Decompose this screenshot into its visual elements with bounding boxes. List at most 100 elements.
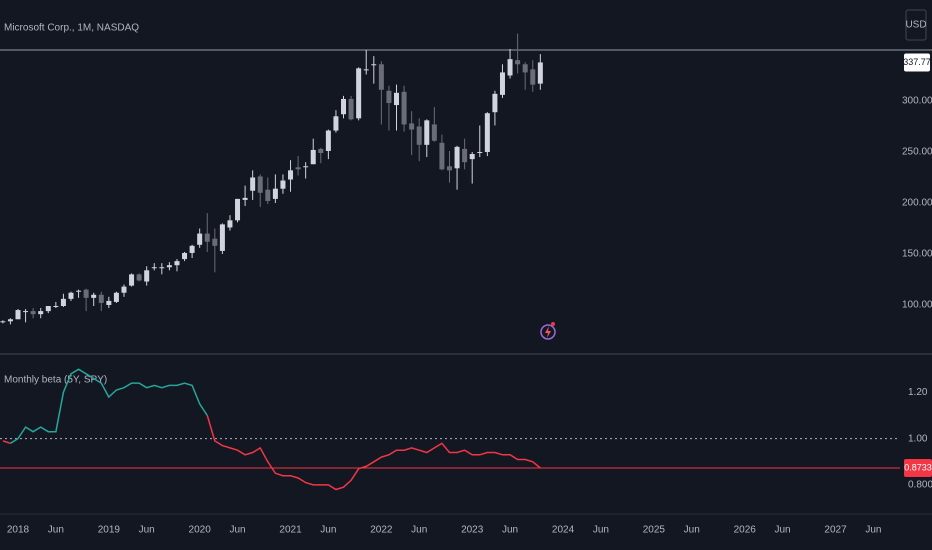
candle-body xyxy=(477,151,483,153)
time-tick-label: 2026 xyxy=(734,525,757,536)
time-tick-label: 2021 xyxy=(279,525,302,536)
time-tick-label: 2020 xyxy=(189,525,212,536)
time-tick-label: Jun xyxy=(775,525,791,536)
candle-body xyxy=(333,116,339,131)
candle-body xyxy=(227,220,233,228)
candle-body xyxy=(446,166,452,171)
candle-body xyxy=(288,170,294,180)
symbol-title: Microsoft Corp., 1M, NASDAQ xyxy=(4,23,139,34)
time-tick-label: 2019 xyxy=(98,525,121,536)
candle-body xyxy=(136,274,142,281)
candle-body xyxy=(530,69,536,85)
candle-body xyxy=(45,305,51,312)
candle-body xyxy=(537,62,543,84)
time-tick-label: 2022 xyxy=(370,525,393,536)
candle-body xyxy=(53,305,59,307)
beta-line xyxy=(2,440,11,445)
time-tick-label: Jun xyxy=(139,525,155,536)
candle-body xyxy=(60,298,66,306)
candle-body xyxy=(416,126,422,145)
time-tick-label: 2024 xyxy=(552,525,575,536)
beta-line xyxy=(10,368,208,444)
candle-body xyxy=(341,98,347,115)
candle-body xyxy=(310,149,316,165)
candle-body xyxy=(280,180,286,189)
candle-body xyxy=(197,233,203,245)
candle-body xyxy=(250,177,256,191)
candle-body xyxy=(204,233,210,242)
candle-body xyxy=(30,311,36,315)
candle-body xyxy=(386,90,392,104)
candle-body xyxy=(7,319,13,322)
candle-body xyxy=(303,166,309,168)
time-tick-label: 2025 xyxy=(643,525,666,536)
candle-body xyxy=(23,311,29,313)
candle-body xyxy=(129,274,135,286)
currency-button[interactable] xyxy=(905,9,927,41)
beta-tick-label: 1.20 xyxy=(908,387,928,398)
candle-body xyxy=(522,64,528,73)
candle-body xyxy=(106,300,112,305)
time-tick-label: Jun xyxy=(865,525,881,536)
price-tick-label: 100.00 xyxy=(902,300,932,311)
candle-body xyxy=(462,148,468,163)
candle-body xyxy=(318,148,324,153)
beta-line xyxy=(206,415,541,491)
candle-body xyxy=(151,267,157,269)
candle-body xyxy=(144,270,150,282)
time-tick-label: Jun xyxy=(48,525,64,536)
currency-label[interactable]: USD xyxy=(905,20,926,31)
beta-tick-label: 1.00 xyxy=(908,433,928,444)
time-tick-label: 2027 xyxy=(824,525,847,536)
candle-body xyxy=(15,310,21,320)
candle-body xyxy=(212,238,218,246)
candle-body xyxy=(0,321,6,323)
candle-body xyxy=(159,267,165,269)
candle-body xyxy=(166,265,172,268)
candle-body xyxy=(431,124,437,141)
price-tick-label: 300.00 xyxy=(902,96,932,107)
time-tick-label: 2018 xyxy=(7,525,30,536)
candle-body xyxy=(424,120,430,145)
candle-body xyxy=(469,154,475,160)
candle-body xyxy=(265,189,271,201)
candle-body xyxy=(295,167,301,170)
candle-body xyxy=(98,294,104,303)
candle-body xyxy=(38,311,44,315)
time-tick-label: 2023 xyxy=(461,525,484,536)
last-price-tag xyxy=(904,53,930,72)
candle-body xyxy=(394,92,399,106)
candle-body xyxy=(371,64,377,66)
price-tick-label: 250.00 xyxy=(902,147,932,158)
candle-body xyxy=(235,198,241,221)
candle-body xyxy=(409,123,415,130)
time-tick-label: Jun xyxy=(593,525,609,536)
time-tick-label: Jun xyxy=(411,525,427,536)
time-tick-label: Jun xyxy=(502,525,518,536)
candle-body xyxy=(378,64,384,90)
candle-body xyxy=(325,130,331,151)
candle-body xyxy=(219,224,225,251)
candle-body xyxy=(121,286,127,293)
candle-body xyxy=(76,290,82,292)
candle-body xyxy=(113,292,119,302)
candle-body xyxy=(83,289,89,298)
candle-body xyxy=(242,197,248,200)
alert-icon[interactable] xyxy=(540,322,556,340)
candle-body xyxy=(182,252,188,260)
time-tick-label: Jun xyxy=(229,525,245,536)
candle-body xyxy=(401,91,407,125)
candle-body xyxy=(499,72,505,95)
last-value-tag xyxy=(904,458,932,477)
candle-body xyxy=(507,59,513,76)
candle-body xyxy=(189,245,195,253)
indicator-title: Monthly beta (5Y, SPY) xyxy=(4,375,107,386)
candle-body xyxy=(68,292,74,299)
candle-body xyxy=(348,98,354,120)
candle-body xyxy=(439,142,445,170)
price-tick-label: 150.00 xyxy=(902,249,932,260)
candle-body xyxy=(454,146,460,169)
candle-body xyxy=(363,69,369,71)
last-price-label: 337.77 xyxy=(903,57,931,67)
